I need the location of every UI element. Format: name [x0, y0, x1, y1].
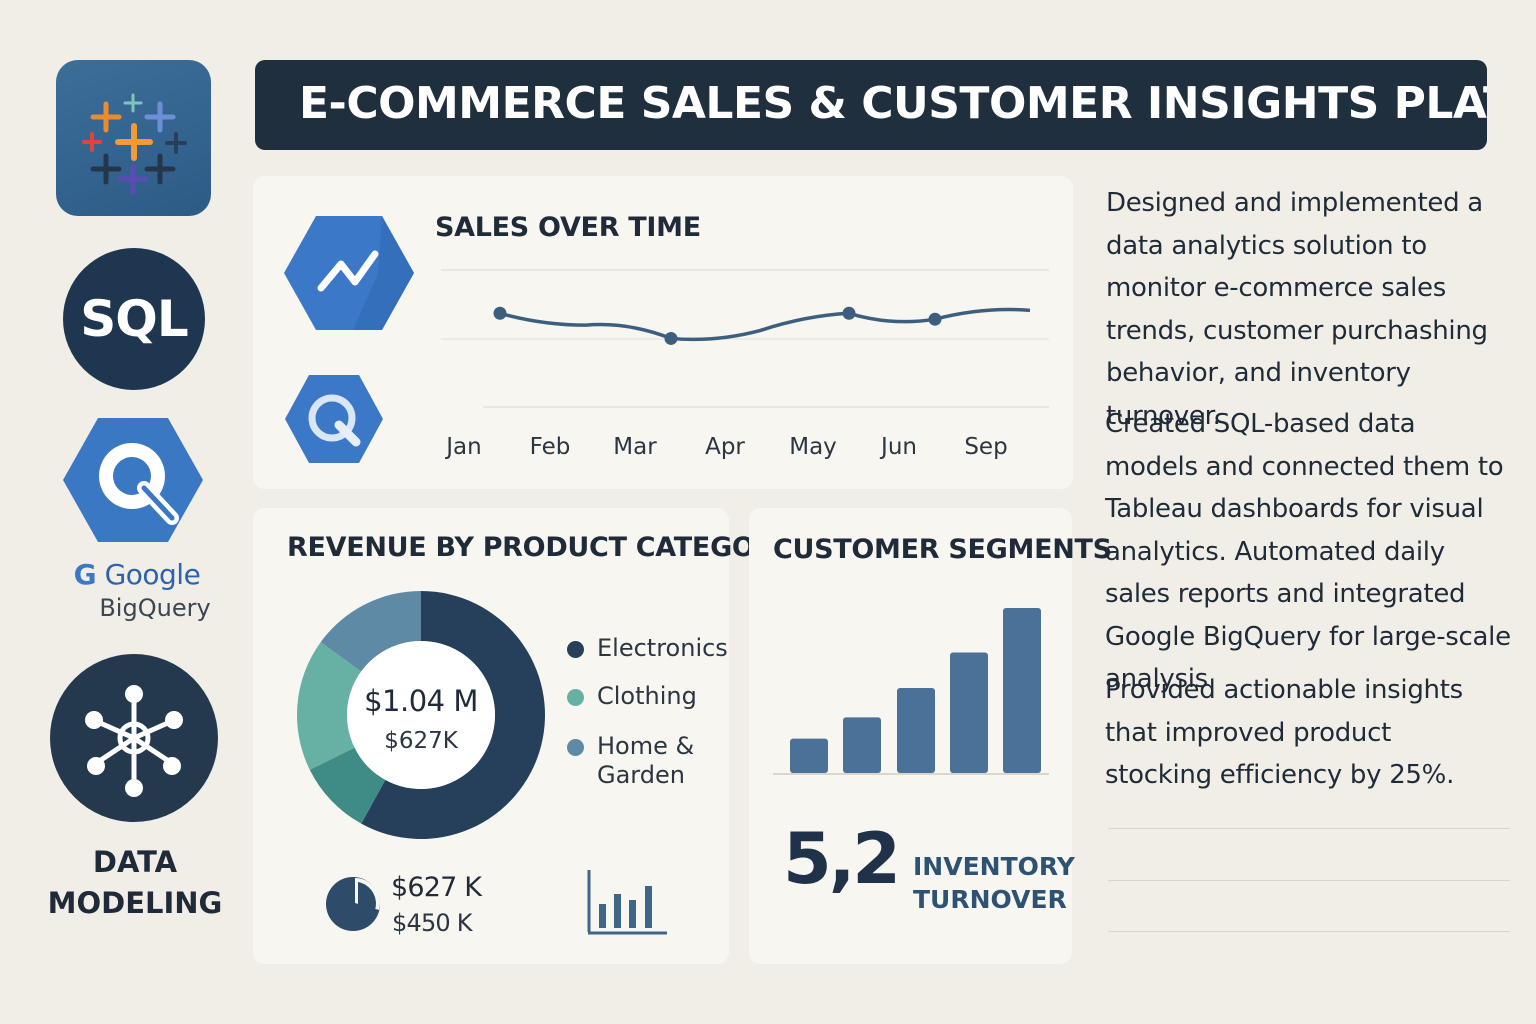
data-modeling-label: DATA MODELING — [40, 842, 230, 924]
donut-slice-clothing — [309, 747, 386, 824]
sales-x-tick-label: Jun — [879, 434, 917, 460]
revenue-donut-chart — [297, 591, 545, 839]
donut-slice-home-garden — [320, 591, 421, 672]
network-icon — [85, 685, 183, 797]
inventory-turnover-value: 5,2 — [783, 818, 901, 900]
title-banner: E-COMMERCE SALES & CUSTOMER INSIGHTS PLA… — [255, 60, 1487, 150]
donut-center-secondary: $627K — [384, 728, 458, 754]
sales-x-tick-label: Sep — [964, 434, 1007, 460]
legend-dot-electronics — [567, 641, 584, 658]
inventory-turnover-label-line2: TURNOVER — [913, 885, 1067, 914]
sales-data-point — [842, 306, 856, 320]
trend-line-icon — [284, 216, 414, 330]
description-paragraph-3: Provided actionable insights that improv… — [1105, 675, 1463, 790]
bigquery-product-text: BigQuery — [99, 594, 211, 622]
sql-label: SQL — [80, 290, 188, 348]
description-paragraph-2: Created SQL-based data models and connec… — [1105, 409, 1511, 694]
segment-bar — [790, 738, 828, 773]
sales-data-point — [664, 331, 678, 345]
tableau-logo-icon — [82, 93, 187, 195]
revenue-panel-title: REVENUE BY PRODUCT CATEGORY — [287, 532, 793, 563]
sales-data-point — [928, 312, 942, 326]
donut-center-primary: $1.04 M — [364, 684, 478, 718]
sales-series-line — [499, 307, 1031, 342]
footer-value-1: $627 K — [391, 872, 482, 903]
data-modeling-label-line2: MODELING — [47, 886, 223, 920]
legend-label-home-garden: Home & Garden — [597, 732, 695, 789]
bigquery-small-icon — [285, 375, 383, 463]
sales-over-time-panel: SALES OVER TIME Jan Feb Mar Apr May Jun Sep — [253, 176, 1073, 489]
google-wordmark: Google — [104, 558, 201, 591]
legend-dot-home-garden — [567, 739, 584, 756]
legend-label-clothing: Clothing — [597, 682, 697, 710]
bar-chart-icon — [587, 870, 667, 935]
donut-slice-electronics — [361, 591, 545, 839]
data-modeling-badge — [50, 654, 218, 822]
sales-x-tick-label: Feb — [530, 434, 571, 460]
google-brand-text: G Google — [62, 558, 212, 591]
segment-bar — [1003, 608, 1041, 773]
customer-segments-title: CUSTOMER SEGMENTS — [773, 534, 1112, 565]
revenue-by-category-panel: REVENUE BY PRODUCT CATEGORY $1.04 M $627… — [253, 508, 793, 964]
page-title: E-COMMERCE SALES & CUSTOMER INSIGHTS PLA… — [299, 78, 1487, 129]
sales-x-tick-label: Jan — [444, 434, 481, 460]
customer-segments-panel: CUSTOMER SEGMENTS 5,2 INVENTORY TURNOVER — [749, 508, 1112, 964]
divider-line-1 — [1108, 828, 1510, 829]
sales-data-point — [493, 306, 507, 320]
customer-segments-bar-chart — [773, 608, 1049, 775]
inventory-turnover-label: INVENTORY TURNOVER — [913, 850, 1075, 916]
footer-value-2: $450 K — [392, 909, 472, 937]
tableau-logo-tile — [56, 60, 211, 216]
inventory-turnover-label-line1: INVENTORY — [913, 852, 1075, 881]
segment-bar — [897, 687, 935, 773]
description-paragraph-1: Designed and implemented a data analytic… — [1106, 188, 1488, 431]
google-g-icon: G — [73, 558, 97, 591]
pie-chart-icon — [326, 877, 380, 931]
legend-dot-clothing — [567, 689, 584, 706]
bigquery-logo-icon — [63, 418, 203, 542]
divider-line-2 — [1108, 880, 1510, 881]
segment-bar — [950, 652, 988, 773]
segment-bar — [843, 717, 881, 773]
bigquery-logo — [62, 416, 204, 544]
legend-label-electronics: Electronics — [597, 634, 728, 662]
donut-hole — [347, 641, 495, 789]
donut-slice-clothing — [297, 642, 362, 770]
sales-over-time-title: SALES OVER TIME — [435, 212, 701, 243]
data-modeling-label-line1: DATA — [92, 845, 178, 879]
sql-badge: SQL — [63, 248, 205, 390]
divider-line-3 — [1108, 931, 1510, 932]
sales-line-chart: Jan Feb Mar Apr May Jun Sep — [441, 269, 1049, 460]
sales-x-tick-label: May — [789, 434, 837, 460]
sales-x-tick-label: Apr — [705, 434, 745, 460]
sales-x-tick-label: Mar — [613, 434, 657, 460]
